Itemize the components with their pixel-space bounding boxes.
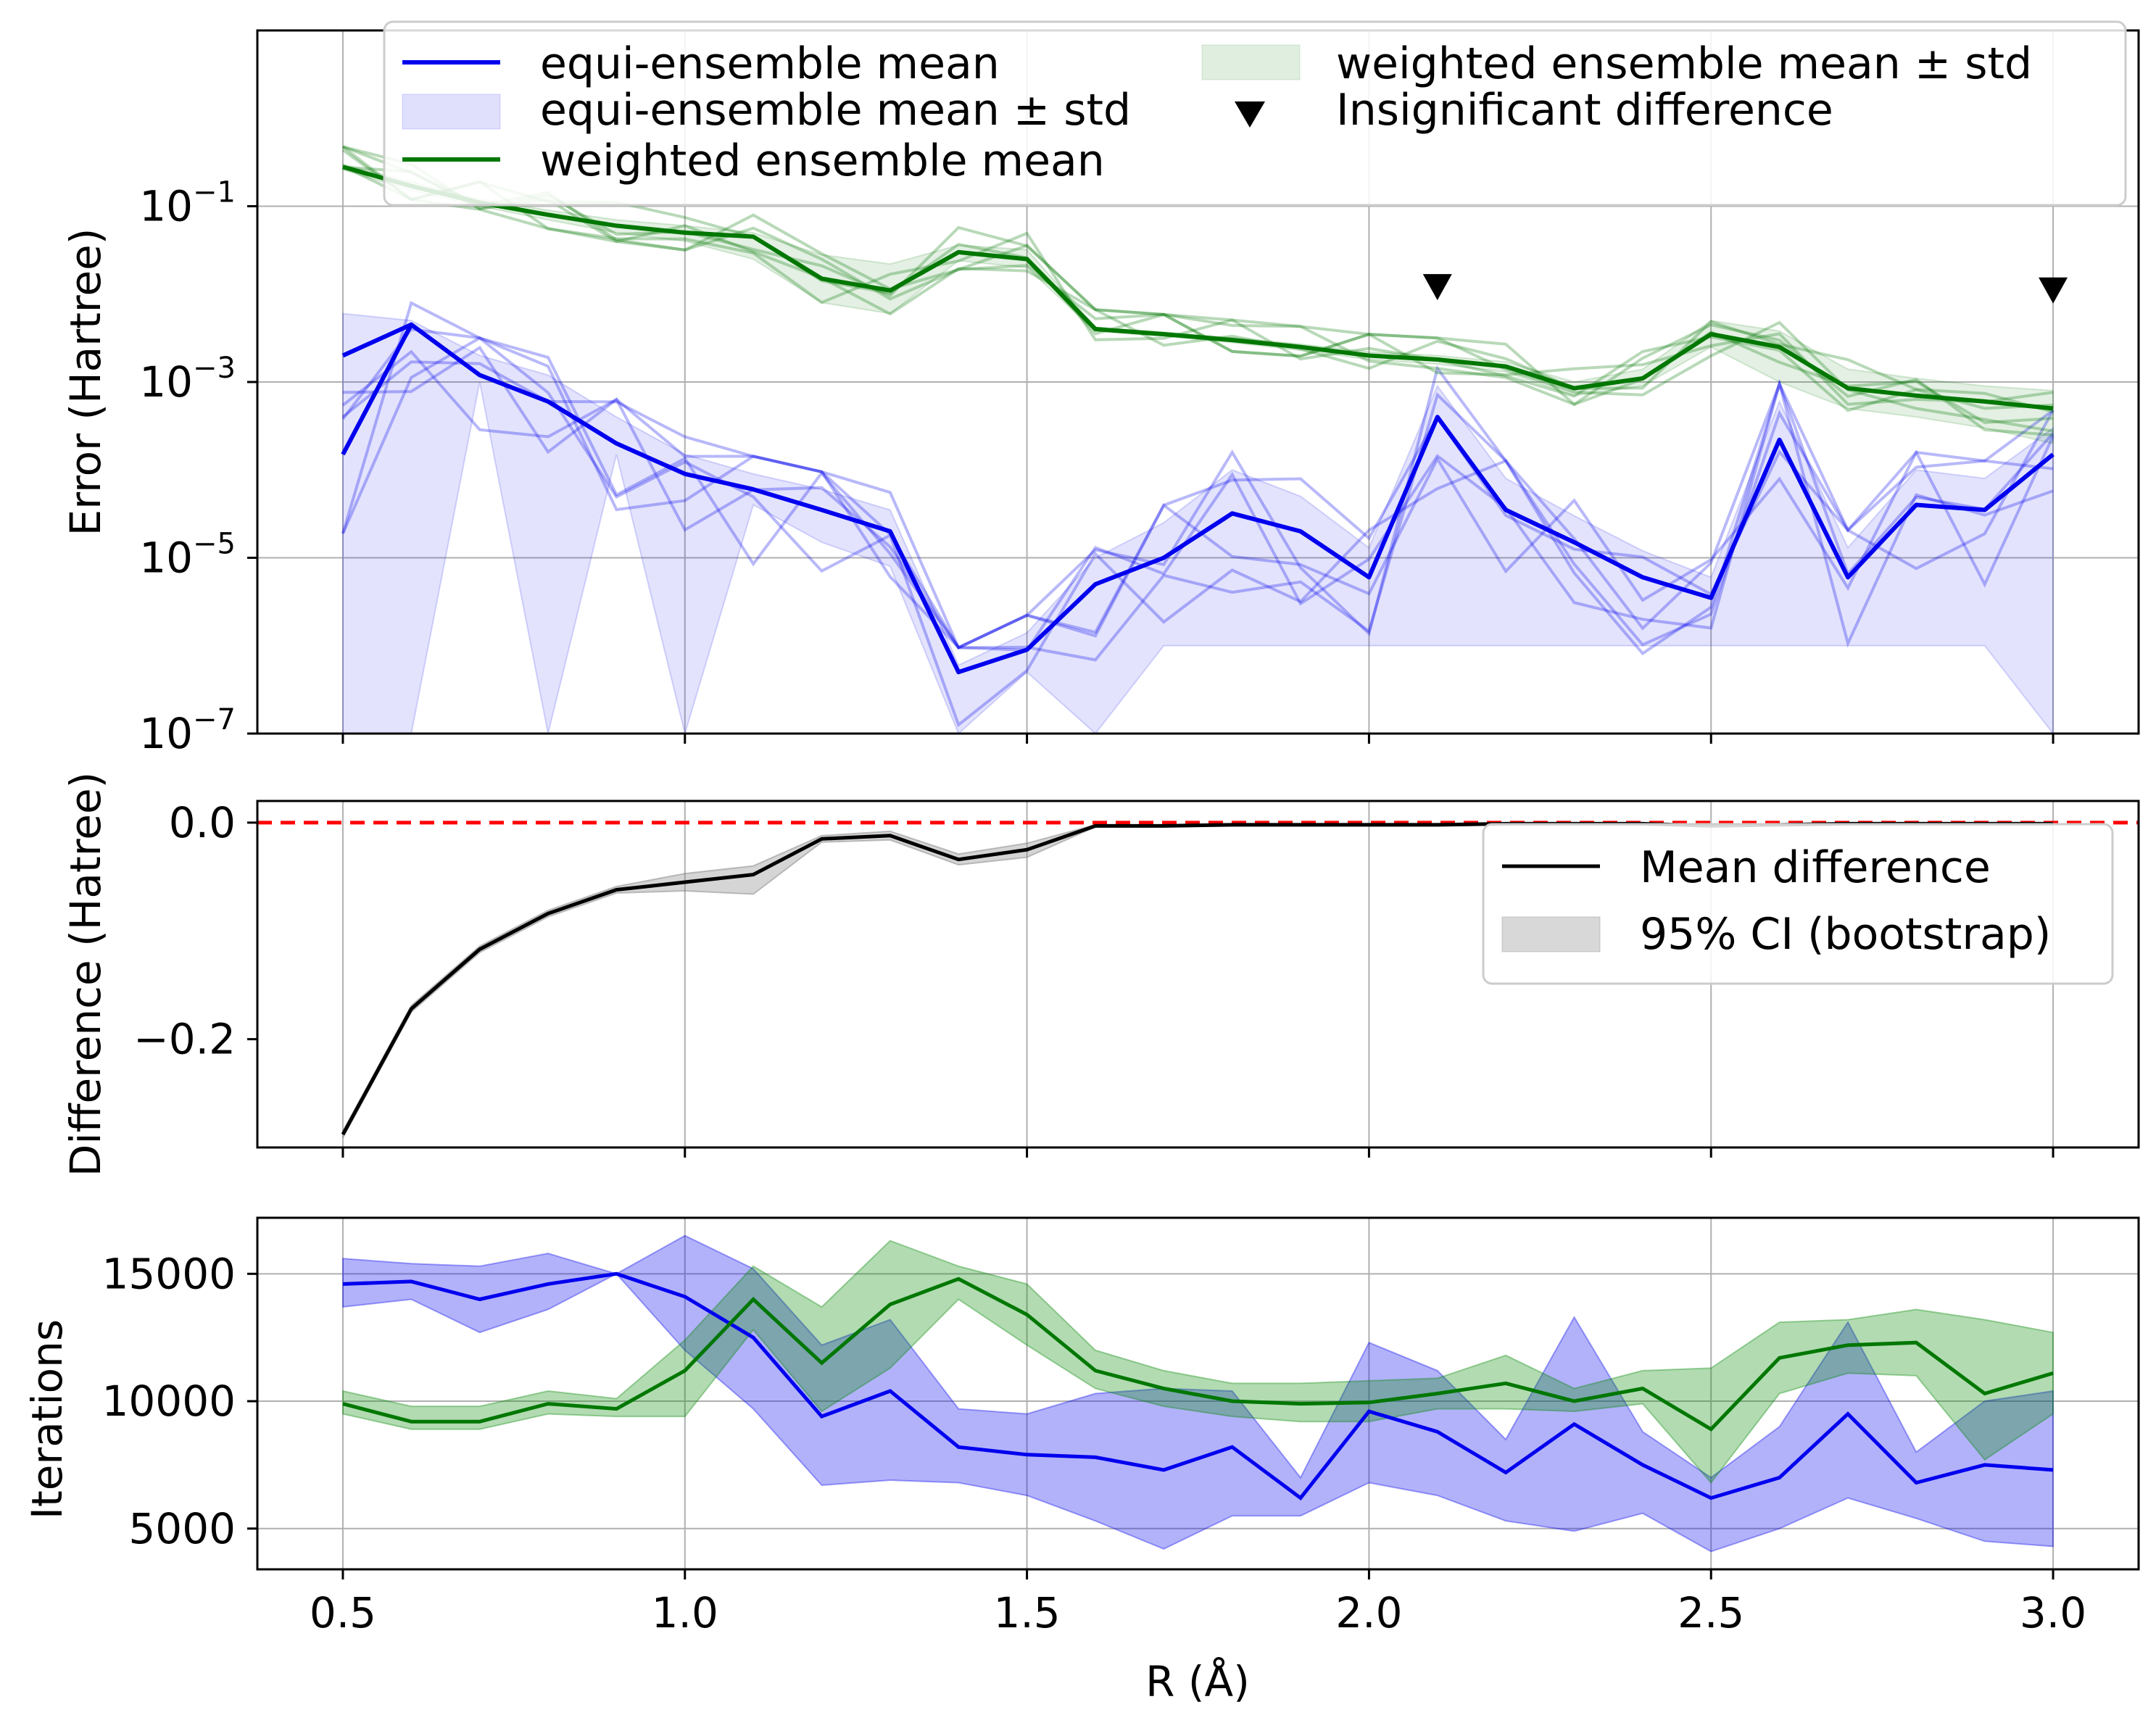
middle-x-ticks xyxy=(341,1147,2055,1158)
top-legend: equi-ensemble mean equi-ensemble mean ± … xyxy=(383,20,2127,207)
bottom-x-ticks: 0.5 1.0 1.5 2.0 2.5 3.0 xyxy=(310,1569,2086,1637)
legend-swatch-weighted-band xyxy=(1201,44,1301,80)
y-tick-label: 10000 xyxy=(101,1377,236,1426)
x-axis-label: R (Å) xyxy=(1145,1656,1250,1706)
x-tick-label: 1.0 xyxy=(652,1588,718,1637)
y-tick-label: 10−1 xyxy=(139,176,236,231)
middle-legend: Mean difference 95% CI (bootstrap) xyxy=(1482,823,2114,985)
y-tick-label: 10−5 xyxy=(139,528,236,583)
middle-legend-frame xyxy=(1482,823,2114,985)
weighted-std-band xyxy=(342,163,2054,445)
bottom-y-axis-label: Iterations xyxy=(22,1319,72,1519)
weighted-mean-line xyxy=(342,165,2054,411)
equi-run-line xyxy=(342,345,2055,652)
equi-run-line xyxy=(341,349,2054,649)
equi-mean-line xyxy=(341,322,2055,675)
weighted-run-line xyxy=(342,145,2054,437)
bottom-gridlines xyxy=(257,1218,2139,1569)
weighted-run-line xyxy=(342,165,2054,412)
legend-label-mean-difference: Mean difference xyxy=(1640,842,1991,893)
y-tick-label: −0.2 xyxy=(133,1015,236,1064)
legend-swatch-insignificant-marker xyxy=(1235,101,1265,128)
bottom-axes-frame xyxy=(256,1216,2140,1571)
equi-run-line xyxy=(341,328,2054,649)
equi-run-line xyxy=(341,301,2055,650)
legend-label-equi-mean: equi-ensemble mean xyxy=(540,38,1000,89)
weighted-run-line xyxy=(342,145,2054,414)
top-markers xyxy=(1422,274,2068,304)
top-y-axis-label: Error (Hartree) xyxy=(61,228,110,536)
y-tick-label: 5000 xyxy=(128,1504,236,1553)
legend-label-weighted-band: weighted ensemble mean ± std xyxy=(1336,38,2032,89)
legend-label-weighted-mean: weighted ensemble mean xyxy=(540,136,1105,186)
legend-label-insignificant: Insignificant difference xyxy=(1336,85,1833,136)
y-tick-label: 10−3 xyxy=(139,352,236,407)
y-tick-label: 0.0 xyxy=(169,798,236,847)
x-tick-label: 2.0 xyxy=(1335,1588,1402,1637)
middle-y-axis-label: Difference (Hatree) xyxy=(61,772,110,1177)
weighted-iterations-line xyxy=(342,1276,2054,1432)
equi-iterations-line xyxy=(342,1271,2054,1501)
bottom-lines xyxy=(342,1271,2054,1501)
middle-y-ticks: 0.0 −0.2 xyxy=(133,798,257,1064)
legend-swatch-ci xyxy=(1501,916,1601,952)
x-tick-label: 2.5 xyxy=(1678,1588,1744,1637)
x-tick-label: 1.5 xyxy=(993,1588,1060,1637)
x-tick-label: 3.0 xyxy=(2020,1588,2086,1637)
y-tick-label: 10−7 xyxy=(139,703,236,758)
insignificant-marker xyxy=(2039,277,2068,304)
weighted-run-line xyxy=(342,165,2054,433)
legend-swatch-equi-band xyxy=(402,94,501,130)
weighted-run-line xyxy=(341,145,2054,406)
equi-run-line xyxy=(341,336,2055,728)
legend-label-equi-band: equi-ensemble mean ± std xyxy=(540,85,1131,136)
equi-mean-line xyxy=(341,323,412,358)
bottom-y-ticks: 5000 10000 15000 xyxy=(101,1249,257,1553)
equi-run-line xyxy=(341,360,2055,662)
legend-label-ci: 95% CI (bootstrap) xyxy=(1640,909,2051,960)
middle-axes-frame xyxy=(256,800,2140,1149)
insignificant-marker xyxy=(1422,274,1452,301)
top-x-ticks xyxy=(341,734,2055,744)
x-tick-label: 0.5 xyxy=(310,1588,376,1637)
weighted-iterations-band xyxy=(342,1240,2054,1485)
top-y-ticks: 10−7 10−5 10−3 10−1 xyxy=(139,176,257,758)
y-tick-label: 15000 xyxy=(101,1249,236,1298)
